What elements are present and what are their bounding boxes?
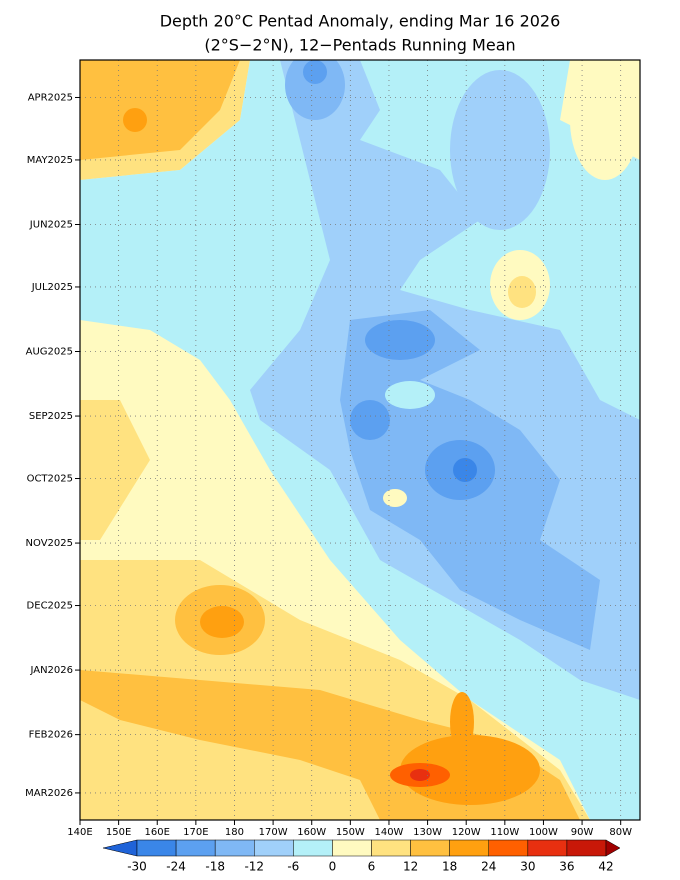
x-tick-label: 170W bbox=[259, 827, 288, 838]
colorbar-label: -30 bbox=[127, 860, 147, 874]
y-tick-label: OCT2025 bbox=[27, 474, 73, 485]
colorbar-box bbox=[527, 839, 568, 857]
colorbar-box bbox=[566, 839, 607, 857]
chart-subtitle: (2°S−2°N), 12−Pentads Running Mean bbox=[204, 36, 515, 55]
x-tick-label: 110W bbox=[490, 827, 519, 838]
colorbar-low bbox=[102, 839, 138, 857]
colorbar-label: -12 bbox=[244, 860, 264, 874]
y-tick-label: JUN2025 bbox=[29, 219, 73, 230]
y-tick-label: JAN2026 bbox=[29, 665, 73, 676]
colorbar-high bbox=[605, 839, 621, 857]
x-tick-label: 140W bbox=[374, 827, 403, 838]
y-tick-label: SEP2025 bbox=[29, 411, 73, 422]
x-tick-label: 150W bbox=[336, 827, 365, 838]
x-tick-label: 160W bbox=[297, 827, 326, 838]
x-tick-label: 130W bbox=[413, 827, 442, 838]
colorbar-label: 18 bbox=[442, 860, 457, 874]
colorbar-box bbox=[175, 839, 216, 857]
colorbar-box bbox=[214, 839, 255, 857]
colorbar-box bbox=[254, 839, 294, 857]
colorbar-label: -24 bbox=[166, 860, 186, 874]
colorbar-label: -6 bbox=[287, 860, 299, 874]
y-tick-label: APR2025 bbox=[28, 92, 73, 103]
colorbar-box bbox=[410, 839, 450, 857]
x-tick-label: 90W bbox=[571, 827, 594, 838]
colorbar-label: 42 bbox=[598, 860, 613, 874]
colorbar-label: 36 bbox=[559, 860, 574, 874]
x-tick-label: 170E bbox=[183, 827, 208, 838]
y-tick-label: JUL2025 bbox=[31, 282, 73, 293]
x-tick-label: 160E bbox=[145, 827, 170, 838]
colorbar-box bbox=[136, 839, 177, 857]
anomaly-field bbox=[80, 60, 640, 820]
x-tick-label: 140E bbox=[67, 827, 92, 838]
x-tick-label: 100W bbox=[529, 827, 558, 838]
chart-title: Depth 20°C Pentad Anomaly, ending Mar 16… bbox=[160, 12, 561, 31]
x-tick-label: 120W bbox=[452, 827, 481, 838]
colorbar-box bbox=[488, 839, 529, 857]
colorbar-label: 24 bbox=[481, 860, 496, 874]
colorbar-label: 30 bbox=[520, 860, 535, 874]
colorbar-label: 0 bbox=[329, 860, 337, 874]
x-tick-label: 150E bbox=[106, 827, 131, 838]
colorbar-label: 6 bbox=[368, 860, 376, 874]
plot-frame bbox=[79, 59, 641, 821]
y-tick-label: NOV2025 bbox=[26, 538, 73, 549]
x-tick-label: 80W bbox=[609, 827, 632, 838]
y-tick-label: FEB2026 bbox=[29, 730, 73, 741]
x-tick-label: 180 bbox=[225, 827, 244, 838]
colorbar: -30 -24 -18 -12 -6 0 6 12 18 24 30 36 42 bbox=[102, 839, 621, 874]
y-tick-label: AUG2025 bbox=[26, 347, 73, 358]
colorbar-box bbox=[449, 839, 489, 857]
y-tick-label: MAR2026 bbox=[25, 788, 73, 799]
colorbar-label: 12 bbox=[403, 860, 418, 874]
colorbar-box bbox=[371, 839, 411, 857]
colorbar-label: -18 bbox=[205, 860, 225, 874]
colorbar-box bbox=[293, 839, 333, 857]
y-tick-label: MAY2025 bbox=[27, 155, 73, 166]
colorbar-box bbox=[332, 839, 372, 857]
y-tick-label: DEC2025 bbox=[27, 601, 73, 612]
